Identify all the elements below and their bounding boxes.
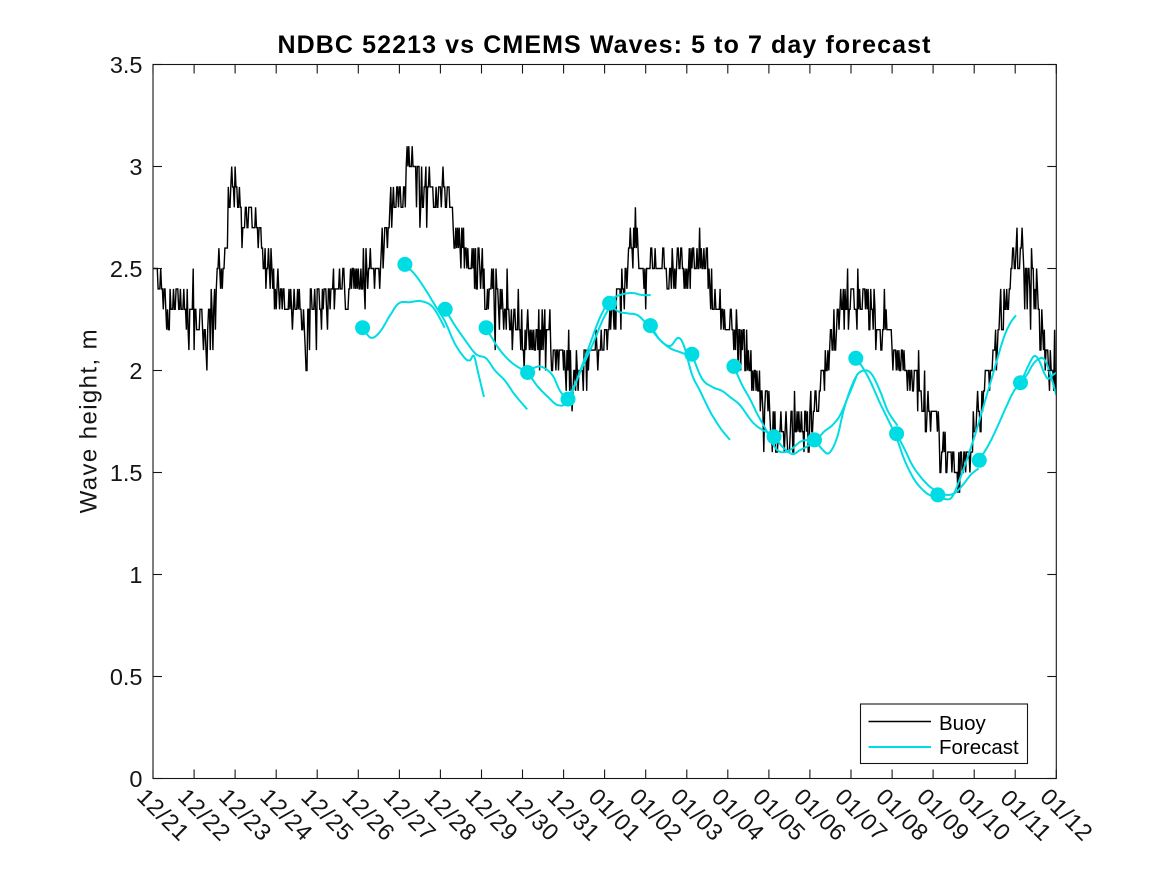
svg-text:1.5: 1.5 — [110, 460, 143, 486]
svg-text:3: 3 — [129, 154, 142, 180]
svg-text:0: 0 — [129, 766, 142, 792]
svg-text:NDBC 52213 vs CMEMS Waves: 5 t: NDBC 52213 vs CMEMS Waves: 5 to 7 day fo… — [277, 31, 931, 59]
svg-text:2.5: 2.5 — [110, 256, 143, 282]
svg-text:2: 2 — [129, 358, 142, 384]
svg-text:Buoy: Buoy — [939, 712, 986, 735]
svg-text:Wave height, m: Wave height, m — [76, 328, 103, 513]
svg-text:3.5: 3.5 — [110, 52, 143, 78]
svg-text:Forecast: Forecast — [939, 736, 1019, 759]
svg-text:0.5: 0.5 — [110, 664, 143, 690]
svg-text:1: 1 — [129, 562, 142, 588]
